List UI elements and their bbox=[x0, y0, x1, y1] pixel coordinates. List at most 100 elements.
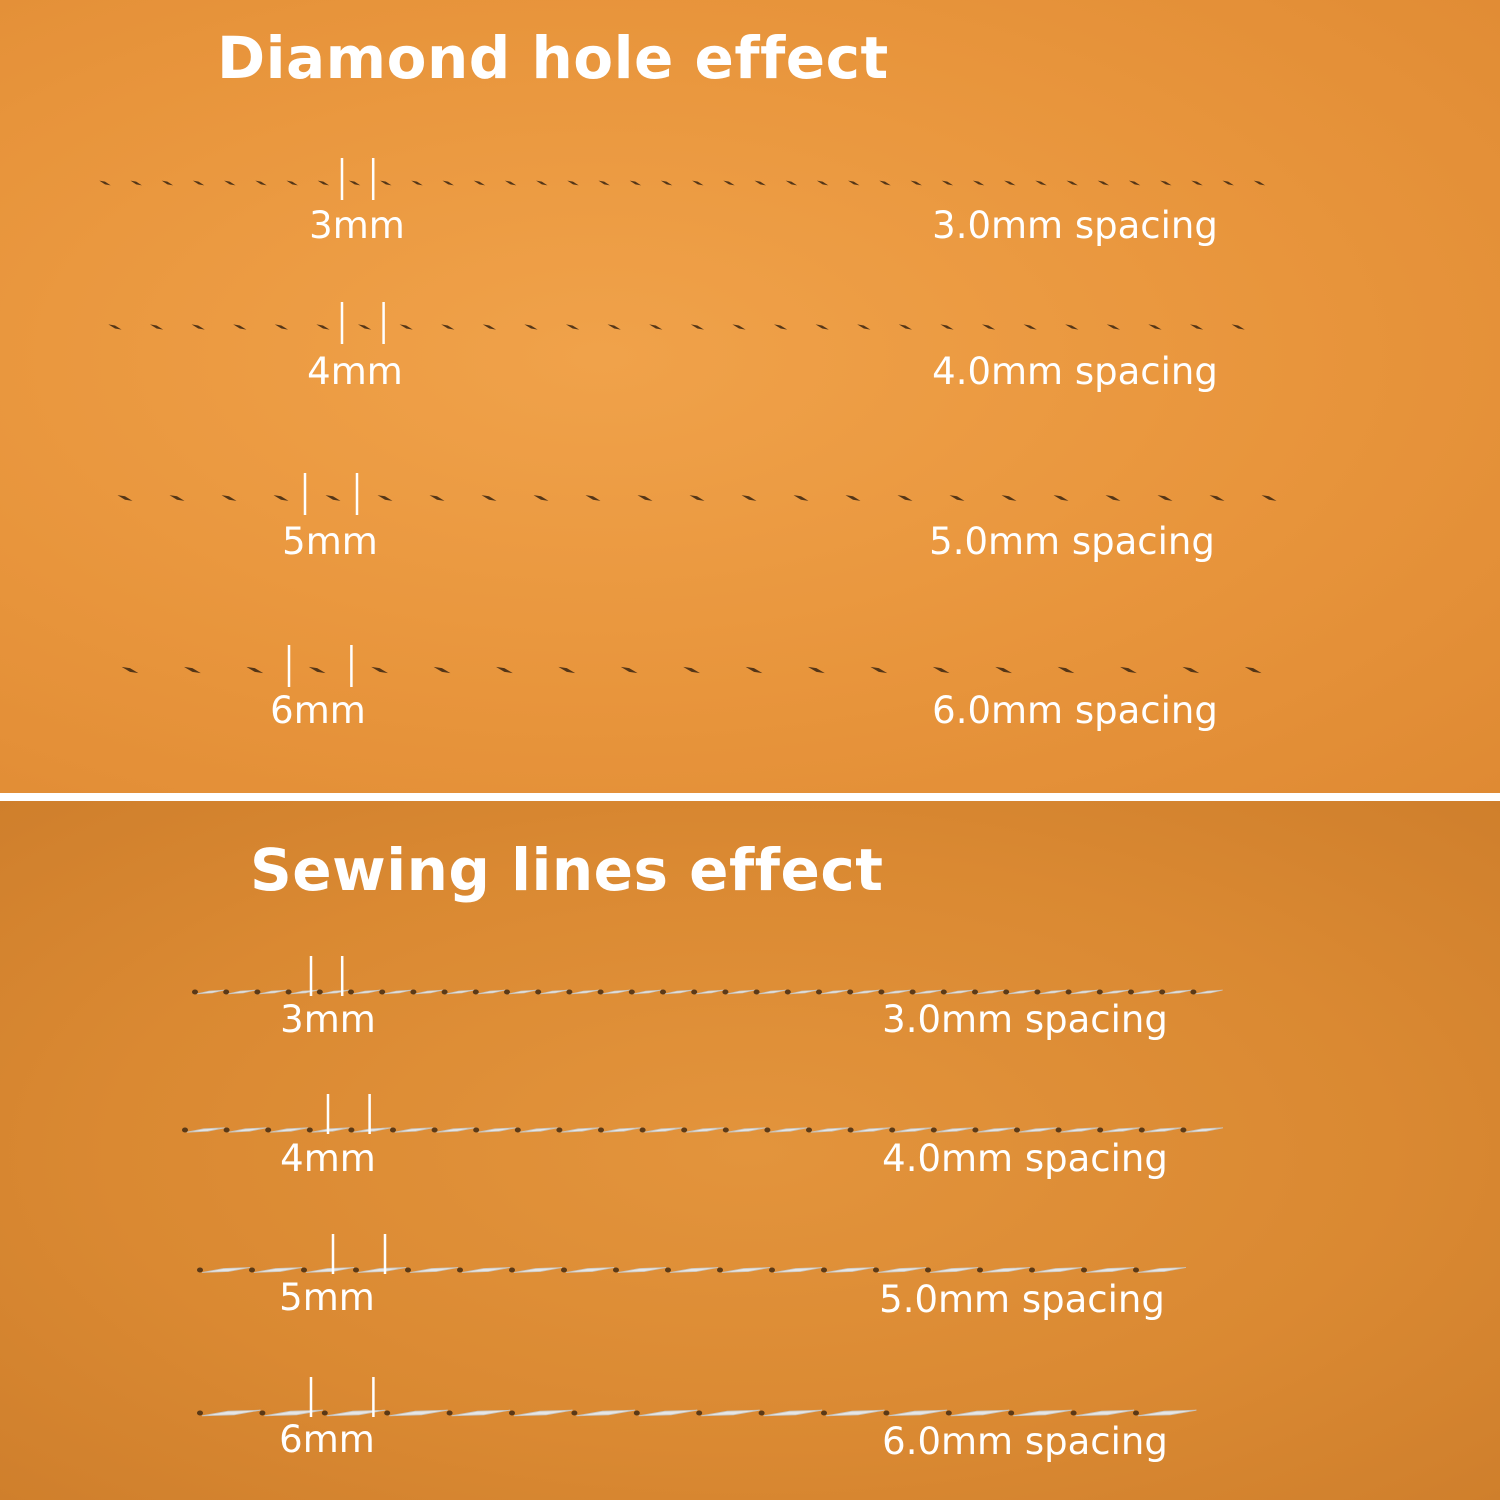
diamond-hole bbox=[184, 666, 201, 674]
diamond-hole bbox=[870, 666, 888, 674]
thread-stitch bbox=[305, 1267, 355, 1273]
diamond-hole bbox=[536, 180, 548, 186]
diamond-hole bbox=[481, 495, 497, 501]
diamond-spacing-label: 5.0mm spacing bbox=[929, 520, 1215, 563]
thread-stitch bbox=[352, 989, 381, 995]
diamond-title: Diamond hole effect bbox=[217, 24, 889, 92]
diamond-pitch-label: 4mm bbox=[307, 350, 403, 393]
stitch-hole bbox=[384, 1410, 391, 1416]
diamond-hole bbox=[150, 324, 164, 330]
diamond-hole bbox=[1222, 180, 1234, 186]
thread-stitch bbox=[981, 1267, 1031, 1273]
diamond-hole bbox=[1244, 666, 1262, 674]
thread-stitch bbox=[1164, 989, 1192, 995]
diamond-hole bbox=[683, 666, 700, 674]
thread-stitch bbox=[196, 989, 225, 995]
diamond-hole bbox=[857, 324, 871, 330]
diamond-hole bbox=[689, 495, 705, 501]
stitch-hole bbox=[758, 1410, 765, 1416]
thread-stitch bbox=[977, 1127, 1016, 1133]
thread-stitch bbox=[508, 989, 537, 995]
diamond-hole bbox=[637, 495, 653, 501]
thread-stitch bbox=[929, 1267, 979, 1273]
diamond-hole bbox=[910, 180, 922, 186]
stitch-hole bbox=[972, 1127, 979, 1133]
diamond-hole bbox=[754, 180, 766, 186]
diamond-hole bbox=[1160, 180, 1172, 186]
stitch-hole bbox=[509, 1410, 515, 1416]
stitch-hole bbox=[197, 1267, 203, 1273]
thread-stitch bbox=[571, 989, 599, 995]
thread-stitch bbox=[638, 1409, 698, 1417]
thread-stitch bbox=[976, 989, 1005, 995]
thread-stitch bbox=[701, 1409, 760, 1417]
sewing-pitch-label: 6mm bbox=[279, 1418, 375, 1461]
thread-stitch bbox=[1018, 1127, 1057, 1133]
stitch-hole bbox=[696, 1410, 703, 1416]
diamond-hole bbox=[941, 180, 954, 186]
sewing-spacing-label: 5.0mm spacing bbox=[879, 1278, 1165, 1321]
stitch-hole bbox=[1014, 1127, 1020, 1133]
diamond-hole bbox=[380, 180, 392, 186]
thread-stitch bbox=[384, 989, 412, 995]
diamond-hole bbox=[377, 495, 393, 501]
stitch-hole bbox=[1128, 989, 1134, 995]
stitch-hole bbox=[764, 1127, 771, 1133]
thread-stitch bbox=[326, 1409, 386, 1417]
diamond-hole bbox=[1209, 495, 1225, 501]
stitch-hole bbox=[909, 989, 916, 995]
diamond-hole bbox=[607, 324, 621, 330]
stitch-hole bbox=[457, 1267, 463, 1273]
stitch-hole bbox=[847, 989, 854, 995]
thread-stitch bbox=[436, 1127, 475, 1133]
stitch-hole bbox=[1133, 1410, 1139, 1416]
diamond-hole bbox=[325, 495, 341, 501]
diamond-hole bbox=[598, 180, 610, 186]
diamond-hole bbox=[1106, 324, 1120, 330]
diamond-hole bbox=[558, 666, 576, 674]
stitch-hole bbox=[665, 1267, 671, 1273]
diamond-spacing-label: 3.0mm spacing bbox=[932, 204, 1218, 247]
thread-stitch bbox=[201, 1267, 251, 1273]
diamond-hole bbox=[1157, 495, 1173, 501]
diamond-hole bbox=[224, 180, 236, 186]
diamond-hole bbox=[732, 324, 746, 330]
diamond-hole bbox=[99, 180, 111, 186]
thread-stitch bbox=[1102, 1127, 1140, 1133]
diamond-hole bbox=[308, 666, 326, 674]
thread-stitch bbox=[270, 1127, 308, 1133]
stitch-hole bbox=[639, 1127, 646, 1133]
diamond-hole bbox=[972, 180, 985, 186]
stitch-hole bbox=[930, 1127, 937, 1133]
stitch-hole bbox=[597, 989, 604, 995]
thread-stitch bbox=[669, 1267, 719, 1273]
stitch-hole bbox=[254, 989, 261, 995]
thread-stitch bbox=[1132, 989, 1161, 995]
stitch-hole bbox=[321, 1410, 328, 1416]
stitch-hole bbox=[1029, 1267, 1035, 1273]
thread-stitch bbox=[311, 1127, 350, 1133]
thread-stitch bbox=[825, 1267, 875, 1273]
diamond-hole bbox=[1001, 495, 1017, 501]
thread-stitch bbox=[576, 1409, 635, 1417]
stitch-hole bbox=[390, 1127, 396, 1133]
thread-stitch bbox=[727, 989, 755, 995]
diamond-hole bbox=[815, 324, 829, 330]
diamond-hole bbox=[1023, 324, 1037, 330]
stitch-hole bbox=[182, 1127, 188, 1133]
thread-stitch bbox=[394, 1127, 433, 1133]
diamond-hole bbox=[533, 495, 549, 501]
diamond-hole bbox=[1004, 180, 1016, 186]
thread-stitch bbox=[513, 1409, 573, 1417]
stitch-hole bbox=[628, 989, 635, 995]
diamond-pitch-label: 6mm bbox=[270, 689, 366, 732]
thread-stitch bbox=[461, 1267, 511, 1273]
diamond-hole bbox=[1120, 666, 1137, 674]
diamond-hole bbox=[940, 324, 954, 330]
diamond-hole bbox=[274, 324, 288, 330]
diamond-hole bbox=[1128, 180, 1141, 186]
thread-stitch bbox=[519, 1127, 558, 1133]
stitch-hole bbox=[348, 989, 354, 995]
stitch-hole bbox=[405, 1267, 411, 1273]
stitch-hole bbox=[472, 989, 479, 995]
